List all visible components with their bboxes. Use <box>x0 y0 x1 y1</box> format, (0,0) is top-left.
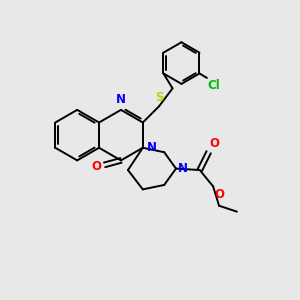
Text: N: N <box>116 93 126 106</box>
Text: N: N <box>178 162 188 175</box>
Text: N: N <box>146 141 156 154</box>
Text: O: O <box>91 160 101 173</box>
Text: Cl: Cl <box>208 80 220 92</box>
Text: O: O <box>210 137 220 150</box>
Text: S: S <box>155 91 164 104</box>
Text: O: O <box>214 188 224 201</box>
